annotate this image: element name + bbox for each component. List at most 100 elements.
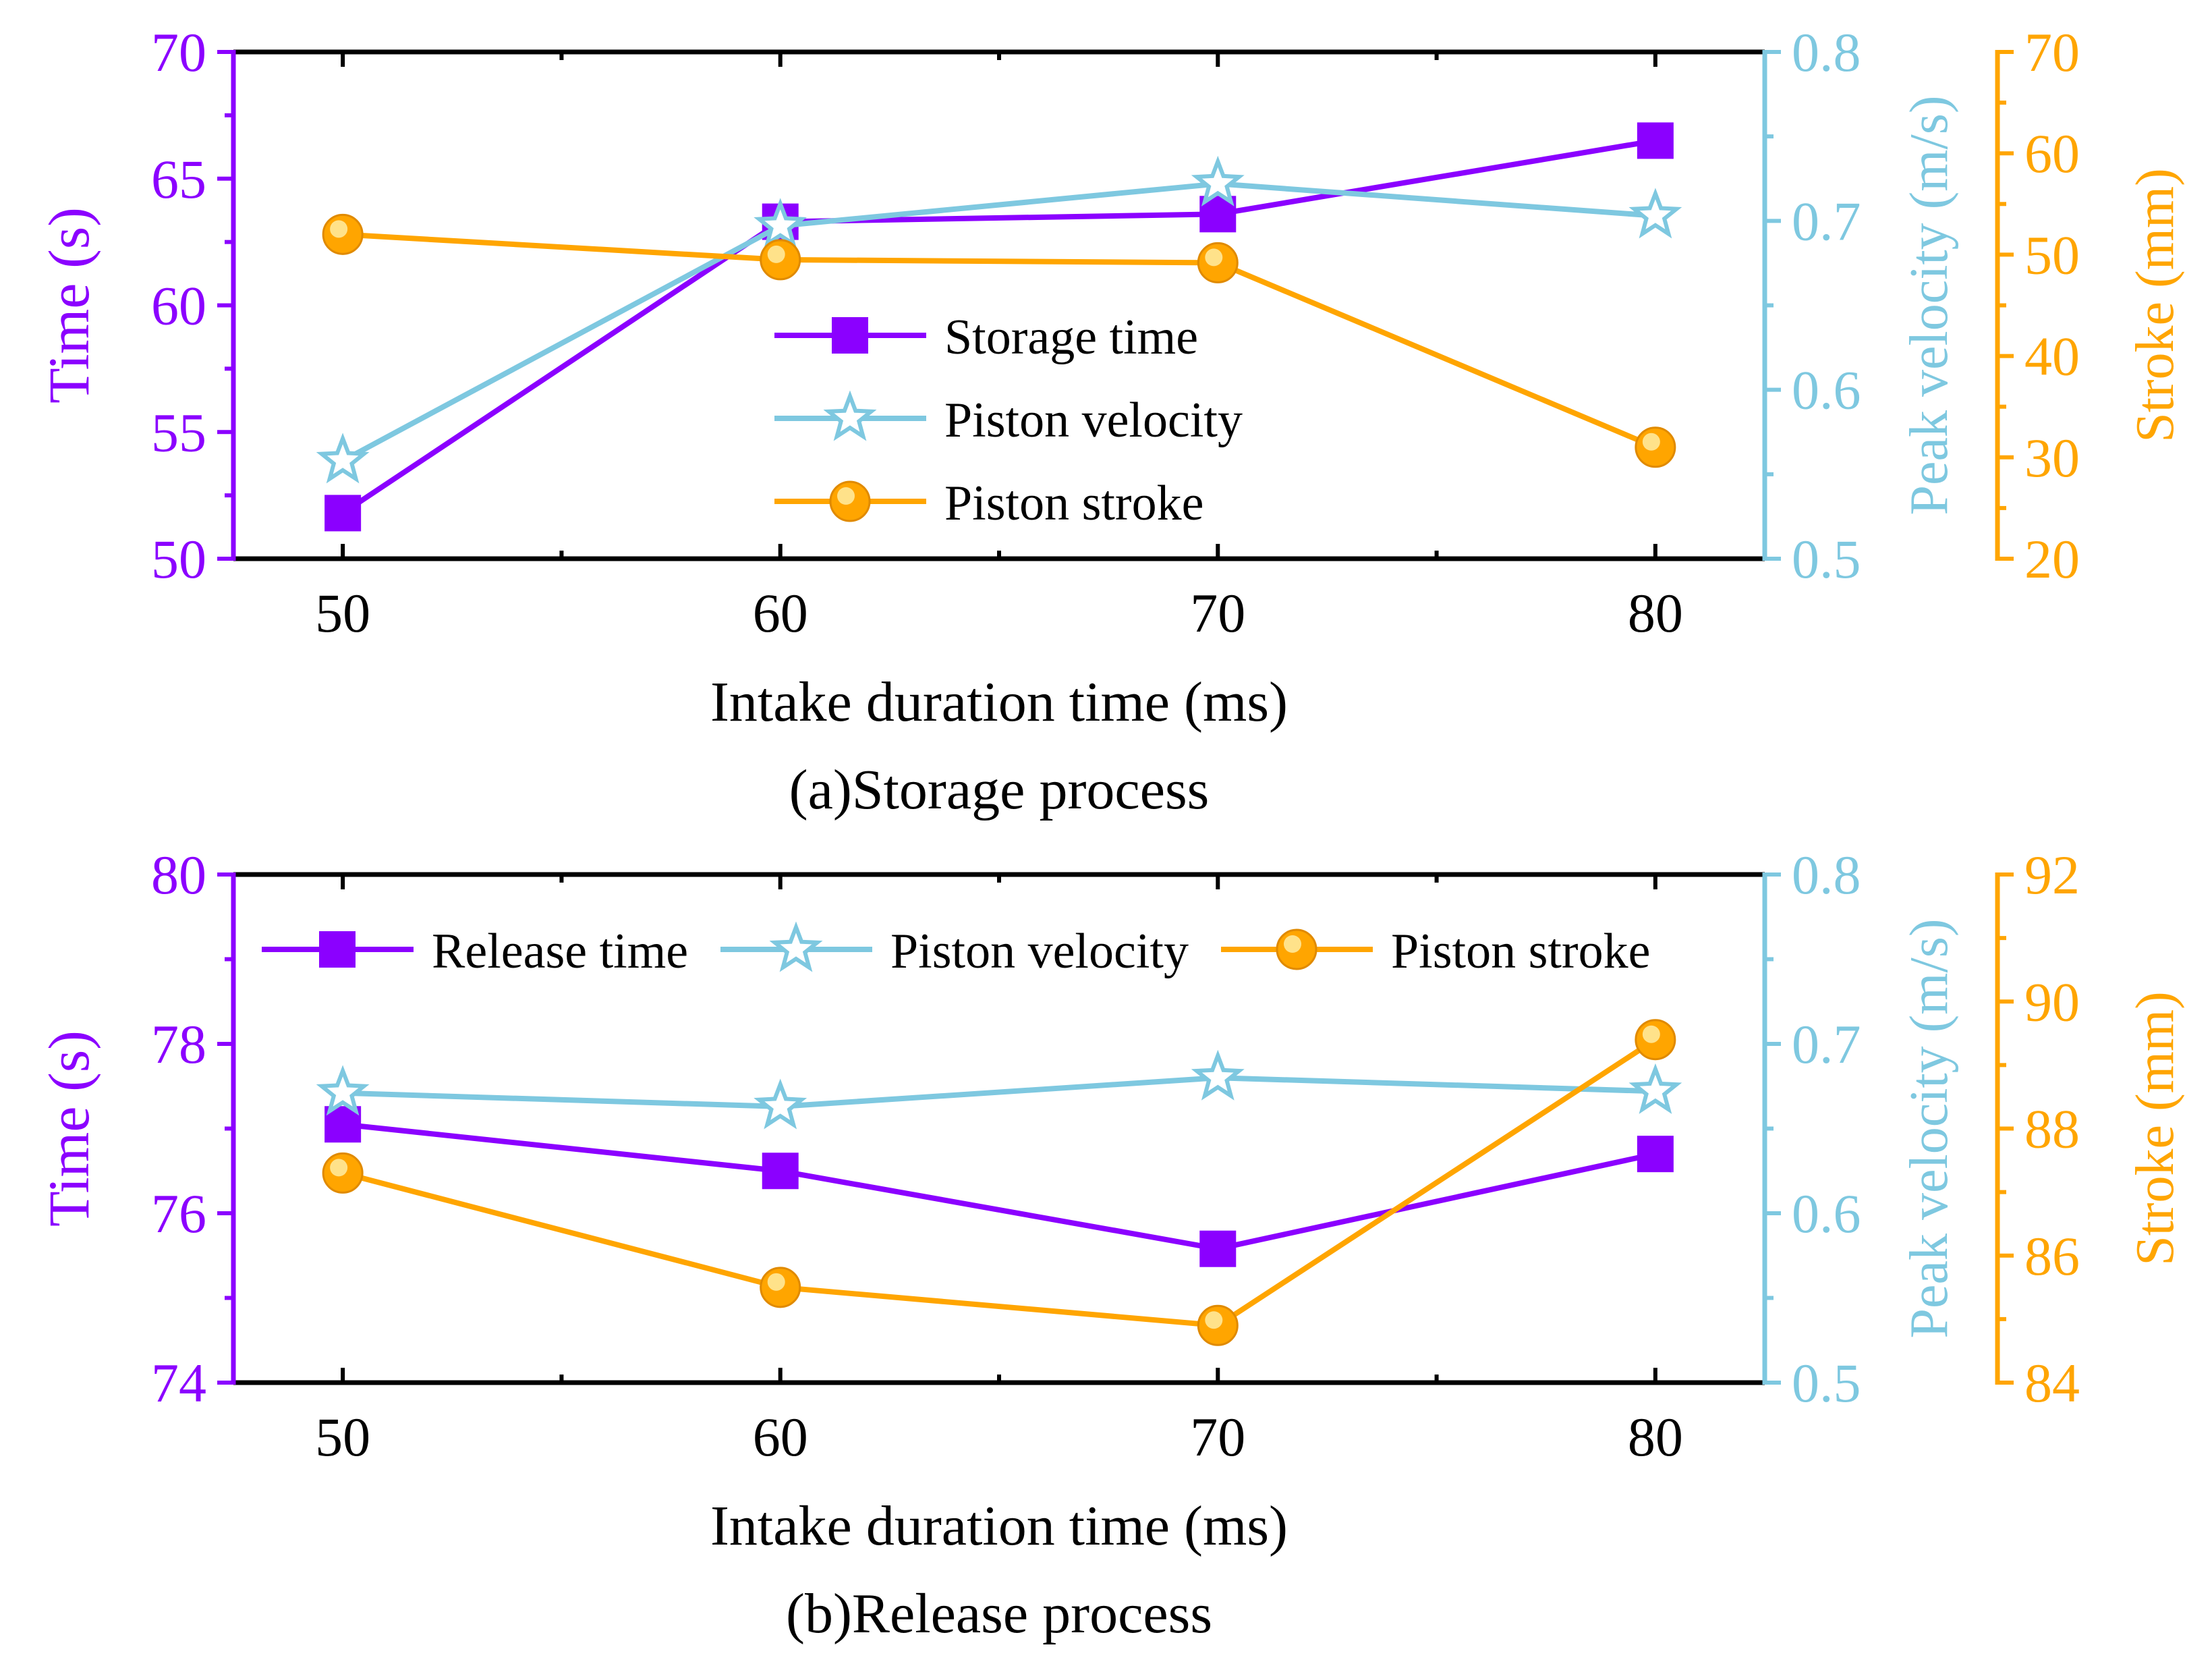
data-point-circle	[1635, 1019, 1676, 1061]
x-tick-label: 50	[315, 1406, 370, 1468]
x-tick-label: 60	[753, 1406, 808, 1468]
data-point-square	[1199, 1230, 1237, 1267]
series-storage-time	[324, 122, 1674, 532]
data-point-star	[754, 198, 807, 249]
legend-marker	[829, 480, 871, 522]
data-point-square	[762, 1153, 799, 1190]
series-line	[342, 1121, 1656, 1252]
velocity-tick-label: 0.5	[1792, 528, 1861, 590]
series-line	[342, 1075, 1656, 1109]
stroke-tick-label: 20	[2024, 528, 2080, 590]
velocity-tick-label: 0.5	[1792, 1352, 1861, 1414]
data-point-circle	[322, 1152, 364, 1194]
stroke-tick-label: 50	[2024, 224, 2080, 285]
time-tick-label: 70	[151, 22, 206, 83]
data-point-square	[1637, 122, 1674, 159]
time-axis-label: Time (s)	[36, 207, 101, 404]
series-piston-velocity	[316, 155, 1682, 484]
data-point-star	[316, 433, 370, 484]
data-point-circle-highlight	[1642, 1025, 1660, 1043]
velocity-axis-label: Peak velocity (m/s)	[1900, 95, 1959, 515]
velocity-tick-label: 0.6	[1792, 360, 1861, 421]
x-tick-label: 70	[1190, 582, 1245, 644]
velocity-tick-label: 0.7	[1792, 1014, 1861, 1075]
stroke-tick-label: 90	[2024, 971, 2080, 1032]
data-point-star	[1628, 188, 1682, 239]
stroke-axis-label: Stroke (mm)	[2126, 168, 2185, 443]
velocity-tick-label: 0.6	[1792, 1183, 1861, 1244]
panel-caption: (b)Release process	[786, 1582, 1212, 1645]
legend-marker	[319, 931, 356, 968]
series-release-time	[324, 1106, 1674, 1267]
legend-marker	[823, 390, 877, 441]
stroke-tick-label: 84	[2024, 1352, 2080, 1414]
velocity-tick-label: 0.8	[1792, 844, 1861, 906]
data-point-circle	[760, 1267, 801, 1308]
data-point-circle-highlight	[330, 220, 348, 238]
data-point-circle	[1635, 426, 1676, 468]
stroke-tick-label: 92	[2024, 844, 2080, 906]
data-point-circle-highlight	[1205, 1311, 1223, 1329]
series-piston-velocity	[316, 1049, 1682, 1130]
series-line	[341, 181, 1656, 464]
data-point-square	[324, 495, 362, 532]
data-point-circle	[322, 213, 364, 255]
time-axis-label: Time (s)	[36, 1030, 101, 1227]
data-point-circle-highlight	[1642, 433, 1660, 451]
velocity-axis-label: Peak velocity (m/s)	[1900, 918, 1959, 1338]
stroke-tick-label: 88	[2024, 1099, 2080, 1160]
x-tick-label: 50	[315, 582, 370, 644]
legend-marker	[832, 317, 868, 354]
data-point-square	[1637, 1136, 1674, 1173]
time-tick-label: 76	[151, 1183, 206, 1244]
data-point-circle	[1197, 242, 1239, 283]
data-point-circle	[1197, 1304, 1239, 1346]
series-line	[342, 231, 1657, 450]
legend-label: Piston stroke	[944, 476, 1203, 531]
legend-label: Piston stroke	[1391, 924, 1650, 979]
x-axis-label: Intake duration time (ms)	[710, 671, 1288, 733]
stroke-tick-label: 40	[2024, 326, 2080, 387]
time-tick-label: 55	[151, 401, 206, 463]
stroke-tick-label: 86	[2024, 1225, 2080, 1287]
legend-marker	[1276, 928, 1317, 970]
stroke-tick-label: 70	[2024, 22, 2080, 83]
time-tick-label: 74	[151, 1352, 206, 1414]
legend-marker-highlight	[837, 487, 855, 505]
time-tick-label: 78	[151, 1014, 206, 1075]
time-tick-label: 65	[151, 148, 206, 210]
data-point-circle	[760, 239, 801, 281]
legend-label: Piston velocity	[890, 924, 1189, 979]
legend-marker	[769, 921, 823, 972]
velocity-tick-label: 0.7	[1792, 190, 1861, 252]
data-point-circle-highlight	[330, 1159, 348, 1177]
time-tick-label: 60	[151, 275, 206, 337]
data-point-star	[1191, 155, 1245, 206]
panel-b: 50 60 70 80 Intake duration time (ms) (b)Rele…	[36, 844, 2185, 1645]
stroke-axis-label: Stroke (mm)	[2126, 991, 2185, 1266]
data-point-circle-highlight	[1205, 248, 1223, 267]
data-point-circle-highlight	[767, 1273, 785, 1291]
x-tick-label: 80	[1628, 1406, 1683, 1468]
panel-a: 50 60 70 80 Intake duration time (ms) (a)Stor…	[36, 22, 2185, 821]
series-piston-stroke	[322, 213, 1676, 468]
stroke-tick-label: 30	[2024, 427, 2080, 489]
time-tick-label: 50	[151, 528, 206, 590]
legend-marker-highlight	[1284, 935, 1301, 953]
velocity-tick-label: 0.8	[1792, 22, 1861, 83]
series-line	[341, 138, 1656, 516]
panel-caption: (a)Storage process	[789, 758, 1210, 821]
time-tick-label: 80	[151, 844, 206, 906]
legend-label: Storage time	[944, 310, 1198, 365]
stroke-tick-label: 60	[2024, 123, 2080, 184]
series-piston-stroke	[322, 1019, 1676, 1346]
x-tick-label: 80	[1628, 582, 1683, 644]
legend-label: Piston velocity	[944, 393, 1243, 448]
data-point-star	[1191, 1049, 1245, 1101]
data-point-circle-highlight	[767, 245, 785, 263]
legend-label: Release time	[432, 924, 688, 979]
x-tick-label: 60	[753, 582, 808, 644]
x-tick-label: 70	[1190, 1406, 1245, 1468]
